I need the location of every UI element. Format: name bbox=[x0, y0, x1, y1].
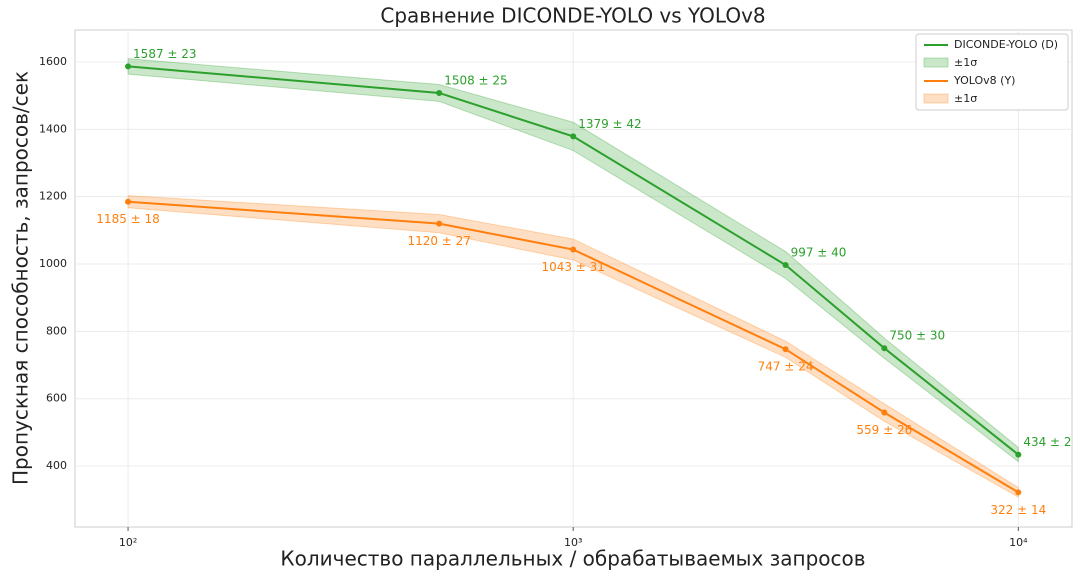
point bbox=[782, 346, 789, 353]
y-tick-label: 600 bbox=[46, 392, 67, 405]
legend-label: ±1σ bbox=[954, 56, 977, 69]
point bbox=[436, 220, 443, 227]
data-label: 434 ± 21 bbox=[1023, 435, 1077, 449]
data-label: 1120 ± 27 bbox=[407, 234, 471, 248]
chart-title: Сравнение DICONDE-YOLO vs YOLOv8 bbox=[380, 4, 765, 28]
y-tick-label: 1400 bbox=[39, 122, 67, 135]
data-label: 997 ± 40 bbox=[791, 246, 847, 260]
x-tick-label: 10³ bbox=[564, 536, 582, 549]
data-label: 322 ± 14 bbox=[990, 503, 1046, 517]
y-tick-label: 1200 bbox=[39, 190, 67, 203]
error-band bbox=[127, 195, 1019, 498]
point bbox=[1015, 451, 1022, 458]
legend-label: YOLOv8 (Y) bbox=[953, 74, 1015, 87]
x-tick-label: 10⁴ bbox=[1009, 536, 1028, 549]
data-label: 750 ± 30 bbox=[889, 329, 945, 343]
legend-patch bbox=[923, 57, 949, 68]
y-tick-label: 400 bbox=[46, 459, 67, 472]
y-axis-label: Пропускная способность, запросов/сек bbox=[9, 71, 33, 485]
point bbox=[881, 345, 888, 352]
data-label: 559 ± 26 bbox=[856, 423, 912, 437]
point bbox=[570, 246, 577, 253]
x-tick-label: 10² bbox=[119, 536, 137, 549]
legend-label: DICONDE-YOLO (D) bbox=[954, 38, 1058, 51]
point bbox=[1015, 489, 1022, 496]
line bbox=[127, 200, 1019, 494]
point bbox=[436, 89, 443, 96]
data-label: 747 ± 24 bbox=[758, 360, 814, 374]
x-axis-label: Количество параллельных / обрабатываемых… bbox=[280, 547, 865, 571]
data-label: 1587 ± 23 bbox=[133, 47, 197, 61]
point bbox=[881, 409, 888, 416]
data-label: 1508 ± 25 bbox=[444, 73, 508, 87]
data-label: 1043 ± 31 bbox=[541, 260, 605, 274]
point bbox=[570, 133, 577, 140]
y-tick-label: 1600 bbox=[39, 55, 67, 68]
y-tick-label: 800 bbox=[46, 324, 67, 337]
legend-label: ±1σ bbox=[954, 92, 977, 105]
point bbox=[125, 198, 132, 205]
point bbox=[782, 262, 789, 269]
line bbox=[127, 65, 1019, 456]
data-label: 1379 ± 42 bbox=[578, 117, 642, 131]
point bbox=[125, 63, 132, 70]
legend-box bbox=[915, 33, 1069, 111]
y-tick-label: 1000 bbox=[39, 257, 67, 270]
legend-patch bbox=[923, 93, 949, 104]
data-label: 1185 ± 18 bbox=[96, 212, 160, 226]
